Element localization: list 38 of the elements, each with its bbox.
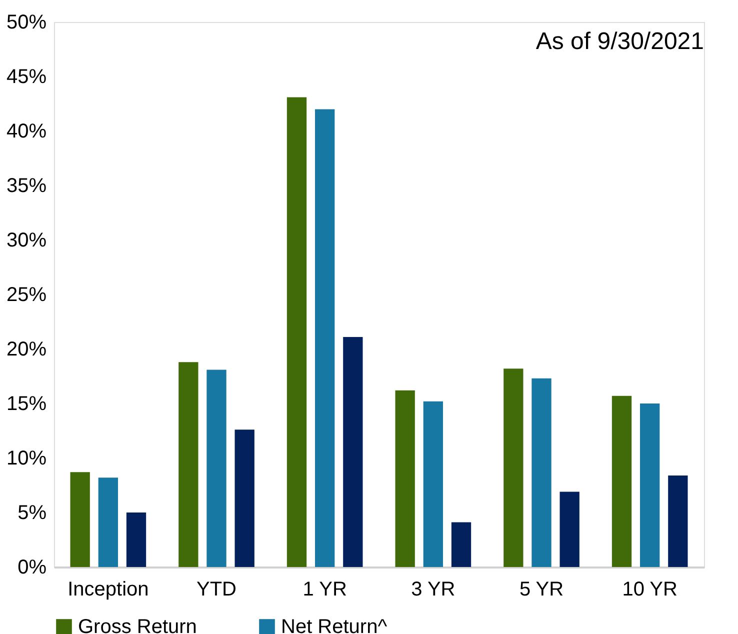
bar [343, 337, 363, 567]
y-tick-label: 50% [6, 12, 47, 34]
x-tick-label: Inception [68, 578, 149, 600]
bar [315, 109, 335, 567]
legend-label: Gross Return [78, 616, 197, 634]
bar [206, 370, 226, 567]
bar [451, 522, 472, 567]
x-tick-label: 1 YR [302, 578, 347, 600]
bar [504, 368, 524, 567]
bar [178, 362, 198, 567]
y-tick-label: 35% [6, 175, 47, 197]
bar [612, 396, 632, 567]
x-tick-label: 10 YR [622, 578, 678, 600]
bar [560, 492, 580, 567]
bar [234, 430, 254, 567]
bar [126, 512, 146, 567]
bar [395, 390, 415, 567]
bar [532, 378, 552, 567]
legend-label: Net Return^ [281, 616, 388, 634]
y-tick-label: 40% [6, 120, 47, 142]
y-tick-label: 10% [6, 448, 47, 470]
y-tick-label: 30% [6, 230, 47, 252]
annotation: As of 9/30/2021 [536, 28, 704, 55]
bar [98, 478, 118, 567]
x-tick-label: 3 YR [411, 578, 456, 600]
bar [640, 404, 660, 567]
bar [286, 97, 307, 567]
bar [668, 475, 688, 567]
bar [423, 401, 443, 567]
y-tick-label: 20% [6, 338, 47, 360]
x-tick-label: YTD [196, 578, 236, 600]
bar [70, 472, 90, 567]
y-tick-label: 0% [18, 556, 47, 578]
y-tick-label: 15% [6, 393, 47, 415]
y-tick-label: 5% [18, 502, 47, 524]
x-tick-label: 5 YR [519, 578, 564, 600]
y-tick-label: 45% [6, 66, 47, 88]
y-tick-label: 25% [6, 284, 47, 306]
